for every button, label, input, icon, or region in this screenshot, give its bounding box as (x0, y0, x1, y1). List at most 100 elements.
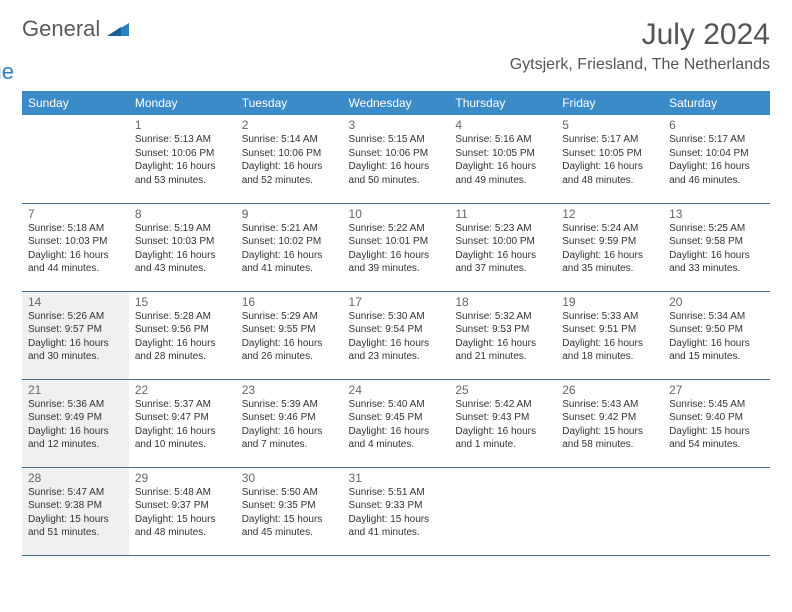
sunset-text: Sunset: 9:58 PM (669, 235, 764, 249)
calendar-week-row: 7Sunrise: 5:18 AMSunset: 10:03 PMDayligh… (22, 203, 770, 291)
weekday-header: Sunday (22, 91, 129, 115)
sunrise-text: Sunrise: 5:22 AM (349, 222, 444, 236)
sunset-text: Sunset: 9:47 PM (135, 411, 230, 425)
day-number: 24 (349, 383, 444, 397)
sunset-text: Sunset: 10:03 PM (28, 235, 123, 249)
daylight-text: Daylight: 15 hours and 54 minutes. (669, 425, 764, 452)
day-info: Sunrise: 5:32 AMSunset: 9:53 PMDaylight:… (455, 310, 550, 364)
sunrise-text: Sunrise: 5:30 AM (349, 310, 444, 324)
day-number: 20 (669, 295, 764, 309)
calendar-day-cell (556, 467, 663, 555)
daylight-text: Daylight: 16 hours and 1 minute. (455, 425, 550, 452)
sunrise-text: Sunrise: 5:25 AM (669, 222, 764, 236)
calendar-day-cell: 9Sunrise: 5:21 AMSunset: 10:02 PMDayligh… (236, 203, 343, 291)
sunset-text: Sunset: 10:06 PM (135, 147, 230, 161)
calendar-day-cell: 6Sunrise: 5:17 AMSunset: 10:04 PMDayligh… (663, 115, 770, 203)
day-number: 9 (242, 207, 337, 221)
day-number: 6 (669, 118, 764, 132)
daylight-text: Daylight: 16 hours and 44 minutes. (28, 249, 123, 276)
day-info: Sunrise: 5:48 AMSunset: 9:37 PMDaylight:… (135, 486, 230, 540)
daylight-text: Daylight: 16 hours and 26 minutes. (242, 337, 337, 364)
sunrise-text: Sunrise: 5:23 AM (455, 222, 550, 236)
sunset-text: Sunset: 10:06 PM (349, 147, 444, 161)
day-number: 18 (455, 295, 550, 309)
day-number: 25 (455, 383, 550, 397)
calendar-table: Sunday Monday Tuesday Wednesday Thursday… (22, 91, 770, 556)
sunrise-text: Sunrise: 5:26 AM (28, 310, 123, 324)
sunset-text: Sunset: 9:42 PM (562, 411, 657, 425)
sunrise-text: Sunrise: 5:29 AM (242, 310, 337, 324)
daylight-text: Daylight: 16 hours and 30 minutes. (28, 337, 123, 364)
calendar-day-cell: 16Sunrise: 5:29 AMSunset: 9:55 PMDayligh… (236, 291, 343, 379)
calendar-day-cell: 13Sunrise: 5:25 AMSunset: 9:58 PMDayligh… (663, 203, 770, 291)
calendar-day-cell: 23Sunrise: 5:39 AMSunset: 9:46 PMDayligh… (236, 379, 343, 467)
weekday-header: Tuesday (236, 91, 343, 115)
calendar-day-cell: 20Sunrise: 5:34 AMSunset: 9:50 PMDayligh… (663, 291, 770, 379)
calendar-week-row: 1Sunrise: 5:13 AMSunset: 10:06 PMDayligh… (22, 115, 770, 203)
sunset-text: Sunset: 10:04 PM (669, 147, 764, 161)
calendar-day-cell: 8Sunrise: 5:19 AMSunset: 10:03 PMDayligh… (129, 203, 236, 291)
weekday-header: Thursday (449, 91, 556, 115)
sunrise-text: Sunrise: 5:24 AM (562, 222, 657, 236)
sunrise-text: Sunrise: 5:47 AM (28, 486, 123, 500)
sunrise-text: Sunrise: 5:13 AM (135, 133, 230, 147)
location-text: Gytsjerk, Friesland, The Netherlands (510, 56, 770, 74)
sunrise-text: Sunrise: 5:15 AM (349, 133, 444, 147)
day-number: 13 (669, 207, 764, 221)
daylight-text: Daylight: 16 hours and 33 minutes. (669, 249, 764, 276)
sunrise-text: Sunrise: 5:50 AM (242, 486, 337, 500)
day-info: Sunrise: 5:22 AMSunset: 10:01 PMDaylight… (349, 222, 444, 276)
day-number: 16 (242, 295, 337, 309)
day-info: Sunrise: 5:37 AMSunset: 9:47 PMDaylight:… (135, 398, 230, 452)
calendar-day-cell: 11Sunrise: 5:23 AMSunset: 10:00 PMDaylig… (449, 203, 556, 291)
day-number: 1 (135, 118, 230, 132)
sunset-text: Sunset: 9:46 PM (242, 411, 337, 425)
sunset-text: Sunset: 10:05 PM (455, 147, 550, 161)
sunrise-text: Sunrise: 5:36 AM (28, 398, 123, 412)
month-title: July 2024 (510, 18, 770, 52)
day-info: Sunrise: 5:25 AMSunset: 9:58 PMDaylight:… (669, 222, 764, 276)
day-info: Sunrise: 5:28 AMSunset: 9:56 PMDaylight:… (135, 310, 230, 364)
day-info: Sunrise: 5:21 AMSunset: 10:02 PMDaylight… (242, 222, 337, 276)
calendar-day-cell: 22Sunrise: 5:37 AMSunset: 9:47 PMDayligh… (129, 379, 236, 467)
daylight-text: Daylight: 16 hours and 37 minutes. (455, 249, 550, 276)
daylight-text: Daylight: 16 hours and 7 minutes. (242, 425, 337, 452)
calendar-day-cell: 21Sunrise: 5:36 AMSunset: 9:49 PMDayligh… (22, 379, 129, 467)
day-info: Sunrise: 5:42 AMSunset: 9:43 PMDaylight:… (455, 398, 550, 452)
calendar-day-cell: 2Sunrise: 5:14 AMSunset: 10:06 PMDayligh… (236, 115, 343, 203)
calendar-day-cell: 5Sunrise: 5:17 AMSunset: 10:05 PMDayligh… (556, 115, 663, 203)
day-number: 23 (242, 383, 337, 397)
day-number: 3 (349, 118, 444, 132)
logo-text-general: General (22, 16, 100, 41)
sunset-text: Sunset: 9:57 PM (28, 323, 123, 337)
day-info: Sunrise: 5:47 AMSunset: 9:38 PMDaylight:… (28, 486, 123, 540)
weekday-header: Saturday (663, 91, 770, 115)
title-block: July 2024 Gytsjerk, Friesland, The Nethe… (510, 18, 770, 74)
day-number: 19 (562, 295, 657, 309)
daylight-text: Daylight: 16 hours and 39 minutes. (349, 249, 444, 276)
day-number: 28 (28, 471, 123, 485)
logo: General Blue (22, 18, 129, 83)
daylight-text: Daylight: 16 hours and 4 minutes. (349, 425, 444, 452)
sunset-text: Sunset: 9:55 PM (242, 323, 337, 337)
daylight-text: Daylight: 15 hours and 58 minutes. (562, 425, 657, 452)
day-info: Sunrise: 5:24 AMSunset: 9:59 PMDaylight:… (562, 222, 657, 276)
daylight-text: Daylight: 16 hours and 48 minutes. (562, 160, 657, 187)
day-info: Sunrise: 5:50 AMSunset: 9:35 PMDaylight:… (242, 486, 337, 540)
calendar-day-cell: 3Sunrise: 5:15 AMSunset: 10:06 PMDayligh… (343, 115, 450, 203)
sunset-text: Sunset: 9:49 PM (28, 411, 123, 425)
calendar-day-cell (663, 467, 770, 555)
day-number: 21 (28, 383, 123, 397)
sunset-text: Sunset: 9:45 PM (349, 411, 444, 425)
calendar-day-cell: 12Sunrise: 5:24 AMSunset: 9:59 PMDayligh… (556, 203, 663, 291)
day-info: Sunrise: 5:45 AMSunset: 9:40 PMDaylight:… (669, 398, 764, 452)
day-number: 2 (242, 118, 337, 132)
logo-mark-icon (107, 18, 129, 41)
sunrise-text: Sunrise: 5:48 AM (135, 486, 230, 500)
daylight-text: Daylight: 16 hours and 18 minutes. (562, 337, 657, 364)
calendar-day-cell: 26Sunrise: 5:43 AMSunset: 9:42 PMDayligh… (556, 379, 663, 467)
sunrise-text: Sunrise: 5:45 AM (669, 398, 764, 412)
calendar-day-cell (22, 115, 129, 203)
sunrise-text: Sunrise: 5:43 AM (562, 398, 657, 412)
sunrise-text: Sunrise: 5:18 AM (28, 222, 123, 236)
